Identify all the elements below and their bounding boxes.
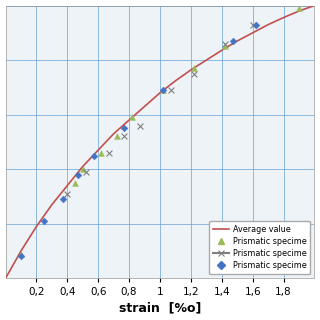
Point — [122, 126, 127, 131]
Point — [230, 38, 235, 44]
Point — [76, 172, 81, 177]
Point — [191, 71, 196, 76]
Point — [19, 254, 24, 259]
Point — [250, 22, 255, 27]
Point — [91, 153, 96, 158]
Point — [42, 219, 47, 224]
Point — [191, 66, 196, 71]
Point — [137, 123, 142, 128]
Point — [122, 134, 127, 139]
Point — [83, 169, 88, 174]
Point — [296, 6, 301, 11]
Point — [222, 41, 228, 46]
Point — [60, 196, 65, 202]
Point — [130, 115, 135, 120]
Point — [168, 88, 173, 93]
X-axis label: strain  [%o]: strain [%o] — [119, 301, 201, 315]
Point — [107, 150, 112, 156]
Point — [161, 88, 166, 93]
Point — [65, 191, 70, 196]
Point — [19, 251, 24, 256]
Legend: Average value, Prismatic specime, Prismatic specime, Prismatic specime: Average value, Prismatic specime, Prisma… — [209, 220, 310, 274]
Point — [99, 150, 104, 156]
Point — [114, 134, 119, 139]
Point — [222, 44, 228, 49]
Point — [80, 167, 85, 172]
Point — [73, 180, 78, 185]
Point — [161, 88, 166, 93]
Point — [253, 22, 258, 27]
